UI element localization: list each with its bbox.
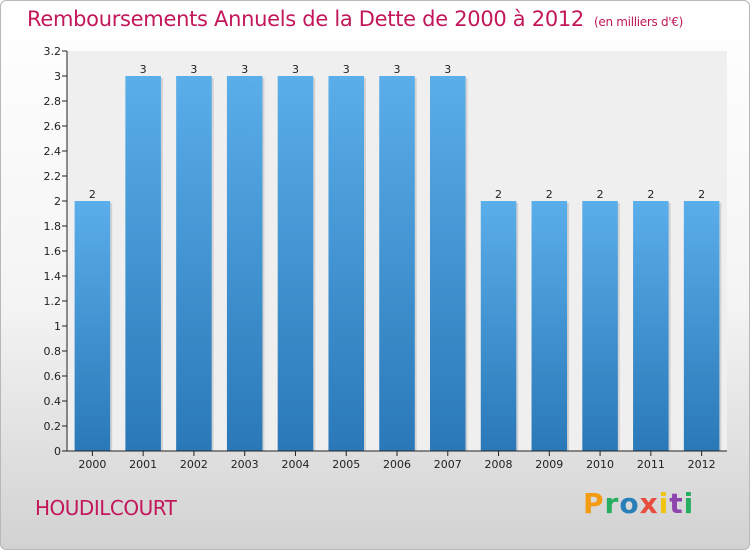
y-tick-label: 0 [54,445,61,458]
data-label-2007: 3 [444,63,451,76]
data-label-2011: 2 [647,188,654,201]
x-axis: 2000 2001 2002 2003 2004 2005 2006 2007 2008 2009… [67,450,727,471]
bar-2005 [328,76,364,451]
bar-2004 [277,76,314,451]
x-tick-label-2003: 2003 [231,458,259,471]
x-tick-label-2001: 2001 [129,458,157,471]
y-tick-label: 2 [54,195,61,208]
bar-2002 [176,76,212,451]
bar-2001 [125,76,161,451]
town-name: HOUDILCOURT [35,496,177,520]
x-tick-label-2005: 2005 [332,458,360,471]
data-label-2001: 3 [140,63,147,76]
y-tick-label: 2.4 [44,145,62,158]
x-tick-label-2009: 2009 [535,458,563,471]
data-label-2009: 2 [546,188,553,201]
x-tick-label-2008: 2008 [485,458,513,471]
x-tick-label-2011: 2011 [637,458,665,471]
y-tick-label: 0.6 [44,370,62,383]
x-tick-label-2006: 2006 [383,458,411,471]
data-label-2006: 3 [394,63,401,76]
bar-2003 [226,76,263,451]
bar-2010 [582,201,618,451]
x-tick-label-2000: 2000 [78,458,106,471]
data-label-2000: 2 [89,188,96,201]
x-tick-label-2007: 2007 [434,458,462,471]
x-tick-label-2010: 2010 [586,458,614,471]
data-label-2008: 2 [495,188,502,201]
x-tick-label-2004: 2004 [281,458,309,471]
proxiti-logo: Proxiti [583,487,695,520]
y-tick-label: 3.2 [44,45,62,58]
x-tick-label-2002: 2002 [180,458,208,471]
y-tick-label: 3 [54,70,61,83]
data-label-2010: 2 [597,188,604,201]
y-tick-label: 1.8 [44,220,62,233]
y-tick-label: 1.6 [44,245,62,258]
bar-2006 [379,76,415,451]
y-tick-label: 1.4 [44,270,62,283]
data-label-2005: 3 [343,63,350,76]
y-tick-label: 2.8 [44,95,62,108]
bar-2007 [430,76,466,451]
y-tick-label: 2.2 [44,170,62,183]
y-tick-label: 0.2 [44,420,62,433]
data-label-2012: 2 [698,188,705,201]
y-tick-label: 0.8 [44,345,62,358]
y-tick-label: 2.6 [44,120,62,133]
chart-title: Remboursements Annuels de la Dette de 20… [27,7,683,31]
bar-2008 [480,201,517,451]
unit-label: (en milliers d'€) [594,15,684,29]
y-tick-label: 0.4 [44,395,62,408]
bar-2000 [74,201,111,451]
bar-2011 [633,201,669,451]
bar-2012 [683,201,720,451]
y-tick-label: 1.2 [44,295,62,308]
y-axis: 0 0.2 0.4 0.6 0.8 1 1.2 1.4 1.6 1.8 2 2.2 2.4 2.6 2.8 3… [44,45,68,458]
data-label-2003: 3 [241,63,248,76]
bars: 2 3 3 3 3 3 3 3 2 2 2 2 2 [74,63,722,451]
data-label-2004: 3 [292,63,299,76]
y-tick-label: 1 [54,320,61,333]
x-tick-label-2012: 2012 [688,458,716,471]
data-label-2002: 3 [190,63,197,76]
chart-title-text: Remboursements Annuels de la Dette de 20… [27,7,584,31]
bar-2009 [531,201,568,451]
